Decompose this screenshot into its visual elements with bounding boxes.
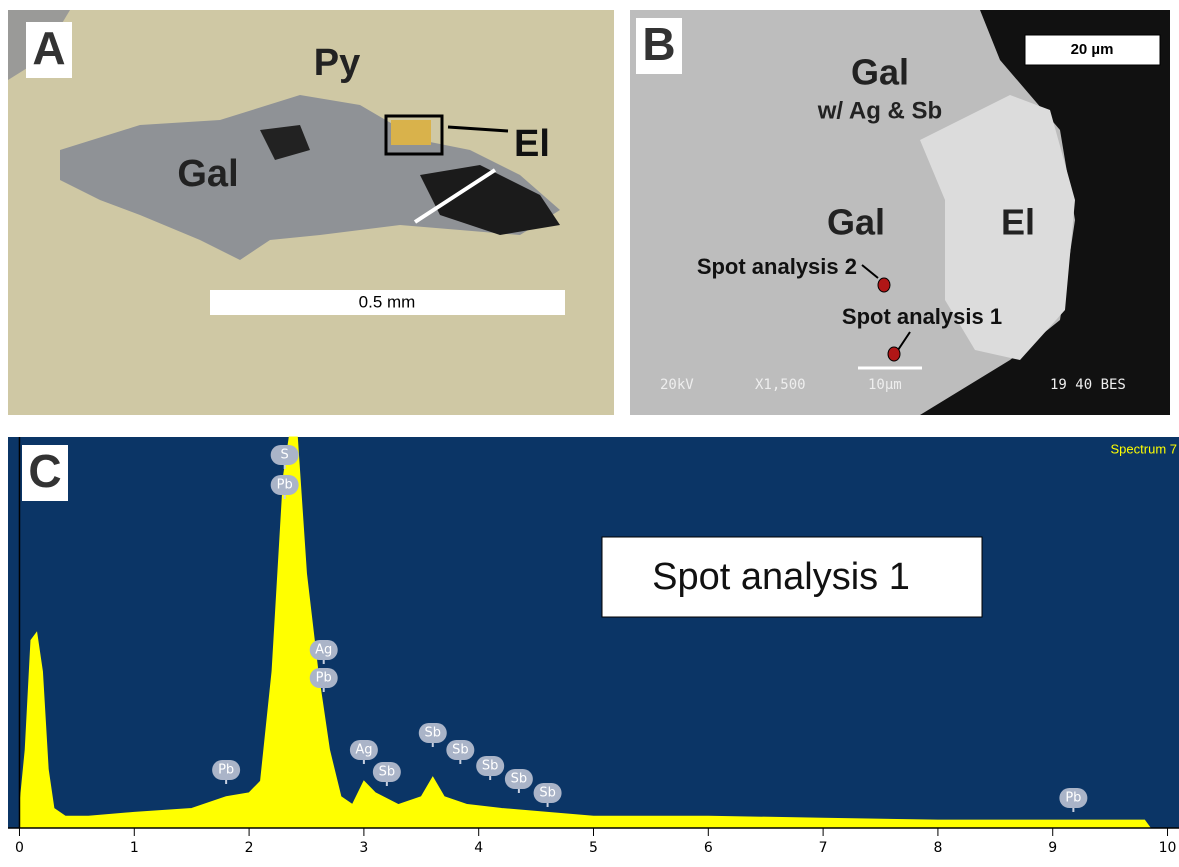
x-tick-label: 10 — [1159, 840, 1177, 856]
x-tick-label: 9 — [1048, 840, 1057, 856]
footer-text: 20kV — [660, 377, 694, 393]
spot-marker — [888, 347, 900, 361]
x-tick-label: 0 — [15, 840, 24, 856]
spot-label: Spot analysis 2 — [697, 254, 857, 279]
footer-text: 19 40 BES — [1050, 377, 1126, 393]
footer-text: X1,500 — [755, 377, 806, 393]
panel-label: A — [32, 22, 65, 74]
peak-label: Sb — [425, 726, 442, 741]
panel-b: 20 µm B Gal w/ Ag & Sb Gal El Spot analy… — [630, 10, 1170, 415]
x-tick-label: 6 — [704, 840, 713, 856]
mineral-note: w/ Ag & Sb — [817, 97, 942, 124]
mineral-label: Py — [314, 42, 360, 84]
electrum-grain — [391, 120, 431, 145]
panel-label: B — [642, 18, 675, 70]
peak-label: Sb — [379, 765, 396, 780]
peak-label: Pb — [1065, 791, 1081, 806]
peak-label: Sb — [452, 743, 469, 758]
page: {"panel_a": {"label": "A", "py": "Py", "… — [0, 0, 1179, 863]
scale-label: 0.5 mm — [359, 292, 416, 311]
peak-label: Pb — [218, 763, 234, 778]
peak-label: Sb — [539, 786, 556, 801]
mineral-label: Gal — [851, 52, 909, 93]
x-tick-label: 8 — [933, 840, 942, 856]
peak-label: Pb — [316, 671, 332, 686]
spot-label: Spot analysis 1 — [842, 304, 1002, 329]
peak-label: Sb — [482, 759, 499, 774]
peak-label: Pb — [277, 478, 293, 493]
mineral-label: Gal — [827, 202, 885, 243]
panel-a: A Py Gal El 0.5 mm — [8, 10, 614, 415]
x-tick-label: 3 — [359, 840, 368, 856]
peak-label: Ag — [315, 643, 332, 658]
mineral-label: El — [514, 123, 550, 165]
panel-c — [8, 437, 1179, 828]
x-tick-label: 7 — [819, 840, 828, 856]
x-tick-label: 5 — [589, 840, 598, 856]
peak-label: Sb — [511, 772, 528, 787]
mineral-label: Gal — [177, 153, 238, 195]
figure: A Py Gal El 0.5 mm 20 µm B Gal w/ Ag & S… — [0, 0, 1179, 863]
panel-label: C — [28, 445, 61, 497]
x-tick-label: 4 — [474, 840, 483, 856]
peak-label: S — [281, 448, 289, 463]
spectrum-name: Spectrum 7 — [1111, 441, 1177, 456]
plot-background — [8, 437, 1179, 828]
x-tick-label: 2 — [245, 840, 254, 856]
annotation: Spot analysis 1 — [652, 556, 910, 598]
footer-text: 10µm — [868, 377, 902, 393]
x-tick-label: 1 — [130, 840, 139, 856]
peak-label: Ag — [355, 743, 372, 758]
mineral-label: El — [1001, 202, 1035, 243]
spot-marker — [878, 278, 890, 292]
scale-label: 20 µm — [1071, 41, 1114, 58]
